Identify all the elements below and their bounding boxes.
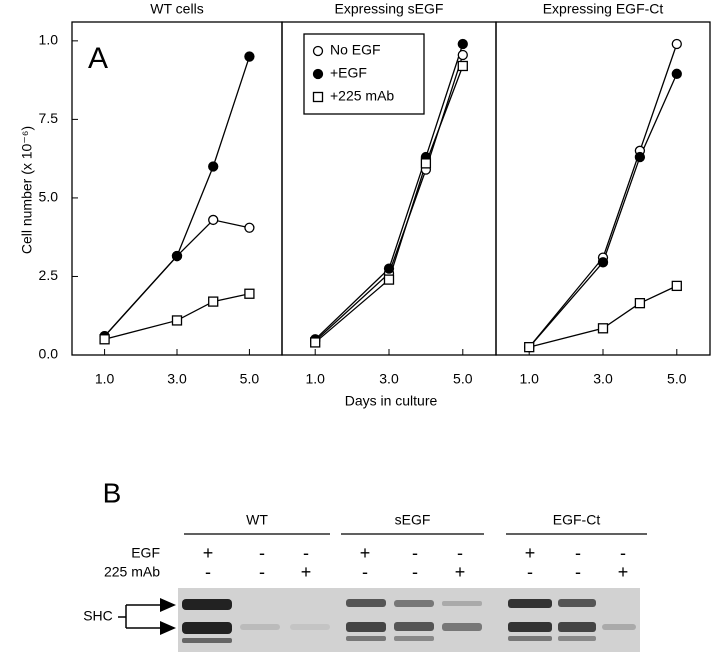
series-line xyxy=(529,285,678,348)
marker xyxy=(312,45,324,57)
marker xyxy=(244,288,255,299)
x-tick-label: 5.0 xyxy=(240,371,260,387)
lane-treatment: - xyxy=(412,562,418,582)
marker xyxy=(420,158,432,169)
x-tick-label: 3.0 xyxy=(593,371,613,387)
series-line xyxy=(528,43,678,348)
marker xyxy=(312,91,324,103)
lane-treatment: - xyxy=(303,543,309,563)
band-label: SHC xyxy=(83,608,113,624)
marker xyxy=(597,257,609,268)
x-tick-label: 1.0 xyxy=(519,371,539,387)
series-line xyxy=(314,65,464,343)
panel-title: WT cells xyxy=(150,1,203,17)
lane-treatment: - xyxy=(362,562,368,582)
legend-label: No EGF xyxy=(330,42,381,58)
row-label: EGF xyxy=(131,545,160,561)
lane-treatment: + xyxy=(203,543,214,563)
blot-bands xyxy=(182,599,636,643)
series-line xyxy=(314,43,464,340)
marker xyxy=(208,161,219,172)
marker xyxy=(383,274,395,285)
y-axis-label: Cell number (x 10⁻⁶) xyxy=(19,126,35,254)
group-label: WT xyxy=(246,512,268,528)
x-tick-label: 1.0 xyxy=(95,371,115,387)
x-tick-label: 3.0 xyxy=(167,371,187,387)
band-arrows xyxy=(118,604,160,629)
legend-label: +225 mAb xyxy=(330,88,394,104)
legend-label: +EGF xyxy=(330,65,367,81)
lane-treatment: - xyxy=(575,562,581,582)
x-axis-label: Days in culture xyxy=(345,393,438,409)
marker xyxy=(171,315,183,326)
marker xyxy=(244,51,255,62)
y-tick-label: 5.0 xyxy=(39,189,59,205)
series-line xyxy=(104,293,250,340)
group-label: sEGF xyxy=(395,512,431,528)
marker xyxy=(244,222,255,233)
panel-title: Expressing EGF-Ct xyxy=(543,1,664,17)
blot-membrane xyxy=(178,588,640,652)
marker xyxy=(671,280,682,292)
x-tick-label: 3.0 xyxy=(379,371,399,387)
lane-treatment: + xyxy=(301,562,312,582)
marker xyxy=(457,60,468,72)
y-tick-label: 0.0 xyxy=(39,346,59,362)
lane-treatment: + xyxy=(618,562,629,582)
marker xyxy=(671,38,682,50)
lane-treatment: + xyxy=(455,562,466,582)
panel-label: B xyxy=(103,477,122,508)
marker xyxy=(597,323,609,334)
lane-treatment: - xyxy=(457,543,463,563)
group-label: EGF-Ct xyxy=(553,512,601,528)
legend-box xyxy=(303,33,425,115)
y-tick-label: 1.0 xyxy=(39,32,59,48)
marker xyxy=(310,337,321,348)
lane-treatment: + xyxy=(525,543,536,563)
lane-treatment: - xyxy=(575,543,581,563)
marker xyxy=(312,68,324,80)
series-line xyxy=(528,73,678,348)
marker xyxy=(99,334,110,345)
marker xyxy=(457,38,468,50)
arrowheads xyxy=(160,598,176,635)
marker xyxy=(634,298,646,309)
panel-label: A xyxy=(88,42,108,75)
panel-title: Expressing sEGF xyxy=(335,1,444,17)
lane-treatment: + xyxy=(360,543,371,563)
x-tick-label: 5.0 xyxy=(453,371,473,387)
series-line xyxy=(104,56,251,337)
marker xyxy=(208,296,219,307)
lane-treatment: - xyxy=(259,562,265,582)
lane-treatment: - xyxy=(620,543,626,563)
lane-treatment: - xyxy=(205,562,211,582)
marker xyxy=(524,341,535,353)
marker xyxy=(383,263,395,274)
x-tick-label: 1.0 xyxy=(305,371,325,387)
lane-treatment: - xyxy=(412,543,418,563)
marker xyxy=(671,68,682,79)
row-label: 225 mAb xyxy=(104,564,160,580)
lane-treatment: - xyxy=(259,543,265,563)
lane-treatment: - xyxy=(527,562,533,582)
y-tick-label: 7.5 xyxy=(39,110,59,126)
marker xyxy=(208,214,219,226)
marker xyxy=(634,151,646,163)
marker xyxy=(457,49,468,61)
marker xyxy=(171,250,183,262)
x-tick-label: 5.0 xyxy=(667,371,687,387)
y-tick-label: 2.5 xyxy=(39,267,59,283)
